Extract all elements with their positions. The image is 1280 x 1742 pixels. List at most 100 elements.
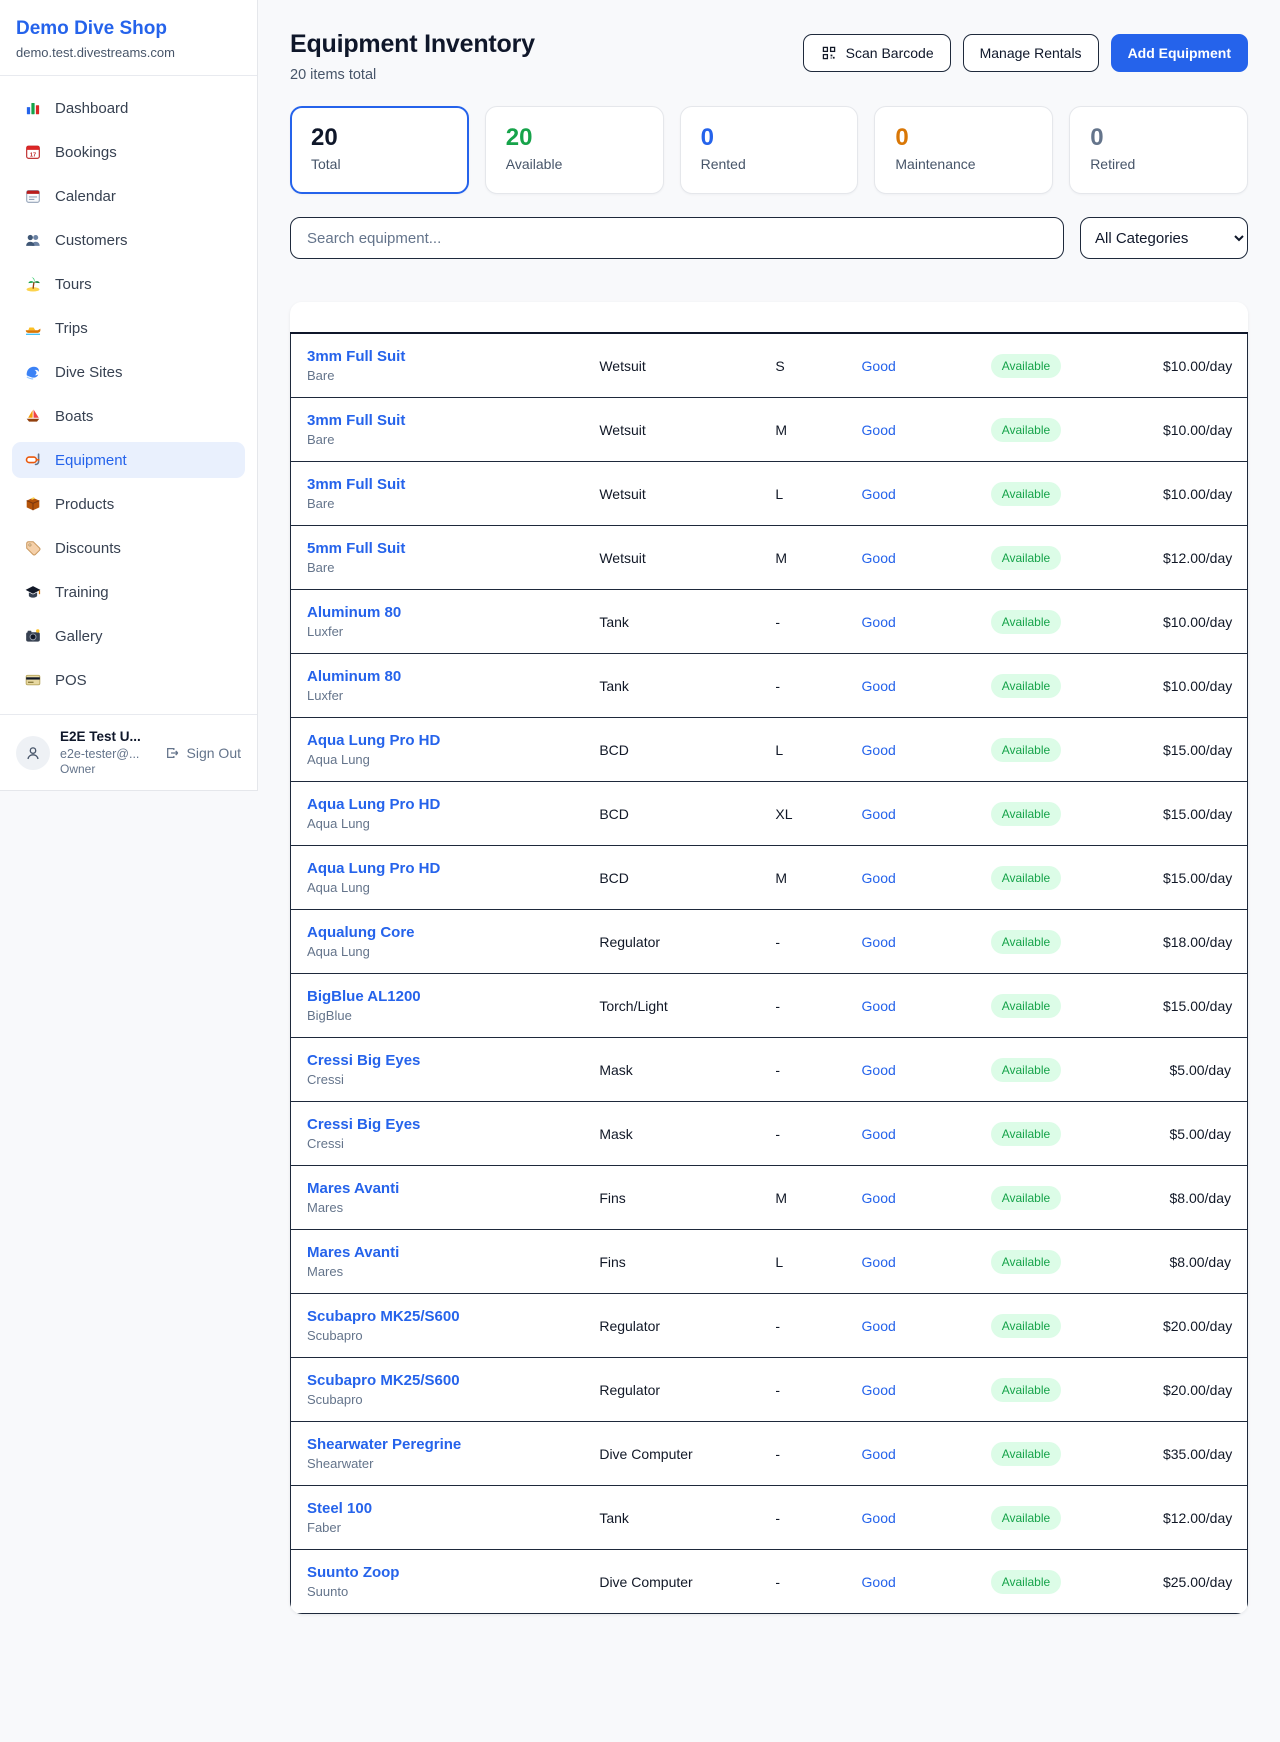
item-name-link[interactable]: 5mm Full Suit bbox=[307, 540, 406, 557]
table-row: Aluminum 80 Luxfer Tank - Good Available… bbox=[290, 653, 1248, 718]
item-rental: $10.00/day bbox=[1146, 333, 1248, 398]
item-name-link[interactable]: Mares Avanti bbox=[307, 1244, 400, 1261]
item-name-link[interactable]: 3mm Full Suit bbox=[307, 348, 406, 365]
sidebar-item-bookings[interactable]: Bookings bbox=[12, 134, 245, 170]
item-name-link[interactable]: Aluminum 80 bbox=[307, 668, 402, 685]
sidebar-item-dashboard[interactable]: Dashboard bbox=[12, 90, 245, 126]
credit-card-icon bbox=[24, 671, 42, 689]
manage-rentals-button[interactable]: Manage Rentals bbox=[962, 34, 1099, 72]
sidebar-item-tours[interactable]: Tours bbox=[12, 266, 245, 302]
item-name-link[interactable]: Cressi Big Eyes bbox=[307, 1052, 421, 1069]
item-name-link[interactable]: Scubapro MK25/S600 bbox=[307, 1308, 460, 1325]
item-rental: $10.00/day bbox=[1146, 653, 1248, 718]
search-input[interactable] bbox=[290, 217, 1064, 259]
item-name-link[interactable]: 3mm Full Suit bbox=[307, 412, 406, 429]
barcode-icon bbox=[820, 45, 838, 61]
item-category: Tank bbox=[583, 1485, 760, 1550]
column-header bbox=[974, 302, 1147, 334]
stat-card-available[interactable]: 20 Available bbox=[484, 106, 664, 194]
add-equipment-label: Add Equipment bbox=[1127, 45, 1231, 61]
category-select[interactable]: All Categories bbox=[1080, 217, 1248, 259]
item-rental: $12.00/day bbox=[1146, 1485, 1248, 1550]
item-name-link[interactable]: Mares Avanti bbox=[307, 1180, 400, 1197]
condition-link[interactable]: Good bbox=[861, 1381, 896, 1398]
sign-out-button[interactable]: Sign Out bbox=[163, 745, 241, 761]
sidebar-item-calendar[interactable]: Calendar bbox=[12, 178, 245, 214]
sidebar-item-trips[interactable]: Trips bbox=[12, 310, 245, 346]
condition-link[interactable]: Good bbox=[861, 933, 896, 950]
table-row: Scubapro MK25/S600 Scubapro Regulator - … bbox=[290, 1293, 1248, 1358]
sidebar-item-gallery[interactable]: Gallery bbox=[12, 618, 245, 654]
condition-link[interactable]: Good bbox=[861, 1509, 896, 1526]
sidebar-item-customers[interactable]: Customers bbox=[12, 222, 245, 258]
condition-link[interactable]: Good bbox=[861, 421, 896, 438]
condition-link[interactable]: Good bbox=[861, 1061, 896, 1078]
item-size: - bbox=[759, 1293, 846, 1358]
condition-link[interactable]: Good bbox=[861, 1253, 896, 1270]
sidebar-nav: Dashboard Bookings Calendar Customers To… bbox=[0, 76, 257, 714]
sidebar-item-products[interactable]: Products bbox=[12, 486, 245, 522]
calendar-icon bbox=[24, 187, 42, 205]
sidebar-item-equipment[interactable]: Equipment bbox=[12, 442, 245, 478]
item-name-link[interactable]: Aqua Lung Pro HD bbox=[307, 732, 441, 749]
scan-barcode-button[interactable]: Scan Barcode bbox=[802, 34, 951, 72]
condition-link[interactable]: Good bbox=[861, 485, 896, 502]
sidebar-item-label: Bookings bbox=[55, 143, 117, 161]
item-category: Tank bbox=[583, 589, 760, 654]
condition-link[interactable]: Good bbox=[861, 677, 896, 694]
stat-card-total[interactable]: 20 Total bbox=[290, 106, 469, 194]
item-brand: BigBlue bbox=[307, 1008, 352, 1023]
item-brand: Luxfer bbox=[307, 624, 344, 639]
item-category: BCD bbox=[583, 781, 760, 846]
item-size: M bbox=[759, 525, 846, 590]
column-header bbox=[583, 302, 760, 334]
item-name-link[interactable]: Aqua Lung Pro HD bbox=[307, 796, 441, 813]
item-category: Mask bbox=[583, 1101, 760, 1166]
item-name-link[interactable]: Cressi Big Eyes bbox=[307, 1116, 421, 1133]
sidebar-item-discounts[interactable]: Discounts bbox=[12, 530, 245, 566]
condition-link[interactable]: Good bbox=[861, 357, 896, 374]
stat-card-maintenance[interactable]: 0 Maintenance bbox=[874, 106, 1054, 194]
item-name-link[interactable]: Aqualung Core bbox=[307, 924, 415, 941]
item-name-link[interactable]: 3mm Full Suit bbox=[307, 476, 406, 493]
user-box: E2E Test U... e2e-tester@... Owner Sign … bbox=[0, 714, 257, 790]
stat-label: Maintenance bbox=[895, 155, 976, 172]
condition-link[interactable]: Good bbox=[861, 1125, 896, 1142]
condition-link[interactable]: Good bbox=[861, 613, 896, 630]
motorboat-icon bbox=[24, 319, 42, 337]
add-equipment-button[interactable]: Add Equipment bbox=[1110, 34, 1248, 72]
condition-link[interactable]: Good bbox=[861, 741, 896, 758]
item-name-link[interactable]: Aqua Lung Pro HD bbox=[307, 860, 441, 877]
sidebar-item-boats[interactable]: Boats bbox=[12, 398, 245, 434]
item-name-link[interactable]: Aluminum 80 bbox=[307, 604, 402, 621]
stats-row: 20 Total 20 Available 0 Rented 0 Mainten… bbox=[290, 106, 1248, 194]
item-size: - bbox=[759, 1101, 846, 1166]
stat-card-retired[interactable]: 0 Retired bbox=[1069, 106, 1248, 194]
item-name-link[interactable]: Scubapro MK25/S600 bbox=[307, 1372, 460, 1389]
status-badge: Available bbox=[990, 929, 1062, 954]
brand-domain: demo.test.divestreams.com bbox=[16, 45, 175, 60]
item-name-link[interactable]: Shearwater Peregrine bbox=[307, 1436, 462, 1453]
sidebar-item-dive-sites[interactable]: Dive Sites bbox=[12, 354, 245, 390]
condition-link[interactable]: Good bbox=[861, 997, 896, 1014]
item-name-link[interactable]: Steel 100 bbox=[307, 1500, 373, 1517]
item-brand: Mares bbox=[307, 1264, 344, 1279]
item-brand: Faber bbox=[307, 1520, 341, 1535]
stat-card-rented[interactable]: 0 Rented bbox=[679, 106, 859, 194]
condition-link[interactable]: Good bbox=[861, 1317, 896, 1334]
condition-link[interactable]: Good bbox=[861, 1189, 896, 1206]
item-name-link[interactable]: Suunto Zoop bbox=[307, 1564, 400, 1581]
item-rental: $10.00/day bbox=[1146, 461, 1248, 526]
status-badge: Available bbox=[990, 737, 1062, 762]
condition-link[interactable]: Good bbox=[861, 1445, 896, 1462]
condition-link[interactable]: Good bbox=[861, 549, 896, 566]
table-row: Aqualung Core Aqua Lung Regulator - Good… bbox=[290, 909, 1248, 974]
table-row: 3mm Full Suit Bare Wetsuit L Good Availa… bbox=[290, 461, 1248, 526]
item-name-link[interactable]: BigBlue AL1200 bbox=[307, 988, 421, 1005]
user-name: E2E Test U... bbox=[60, 729, 141, 744]
sidebar-item-pos[interactable]: POS bbox=[12, 662, 245, 698]
condition-link[interactable]: Good bbox=[861, 805, 896, 822]
sidebar-item-training[interactable]: Training bbox=[12, 574, 245, 610]
condition-link[interactable]: Good bbox=[861, 1573, 896, 1590]
condition-link[interactable]: Good bbox=[861, 869, 896, 886]
